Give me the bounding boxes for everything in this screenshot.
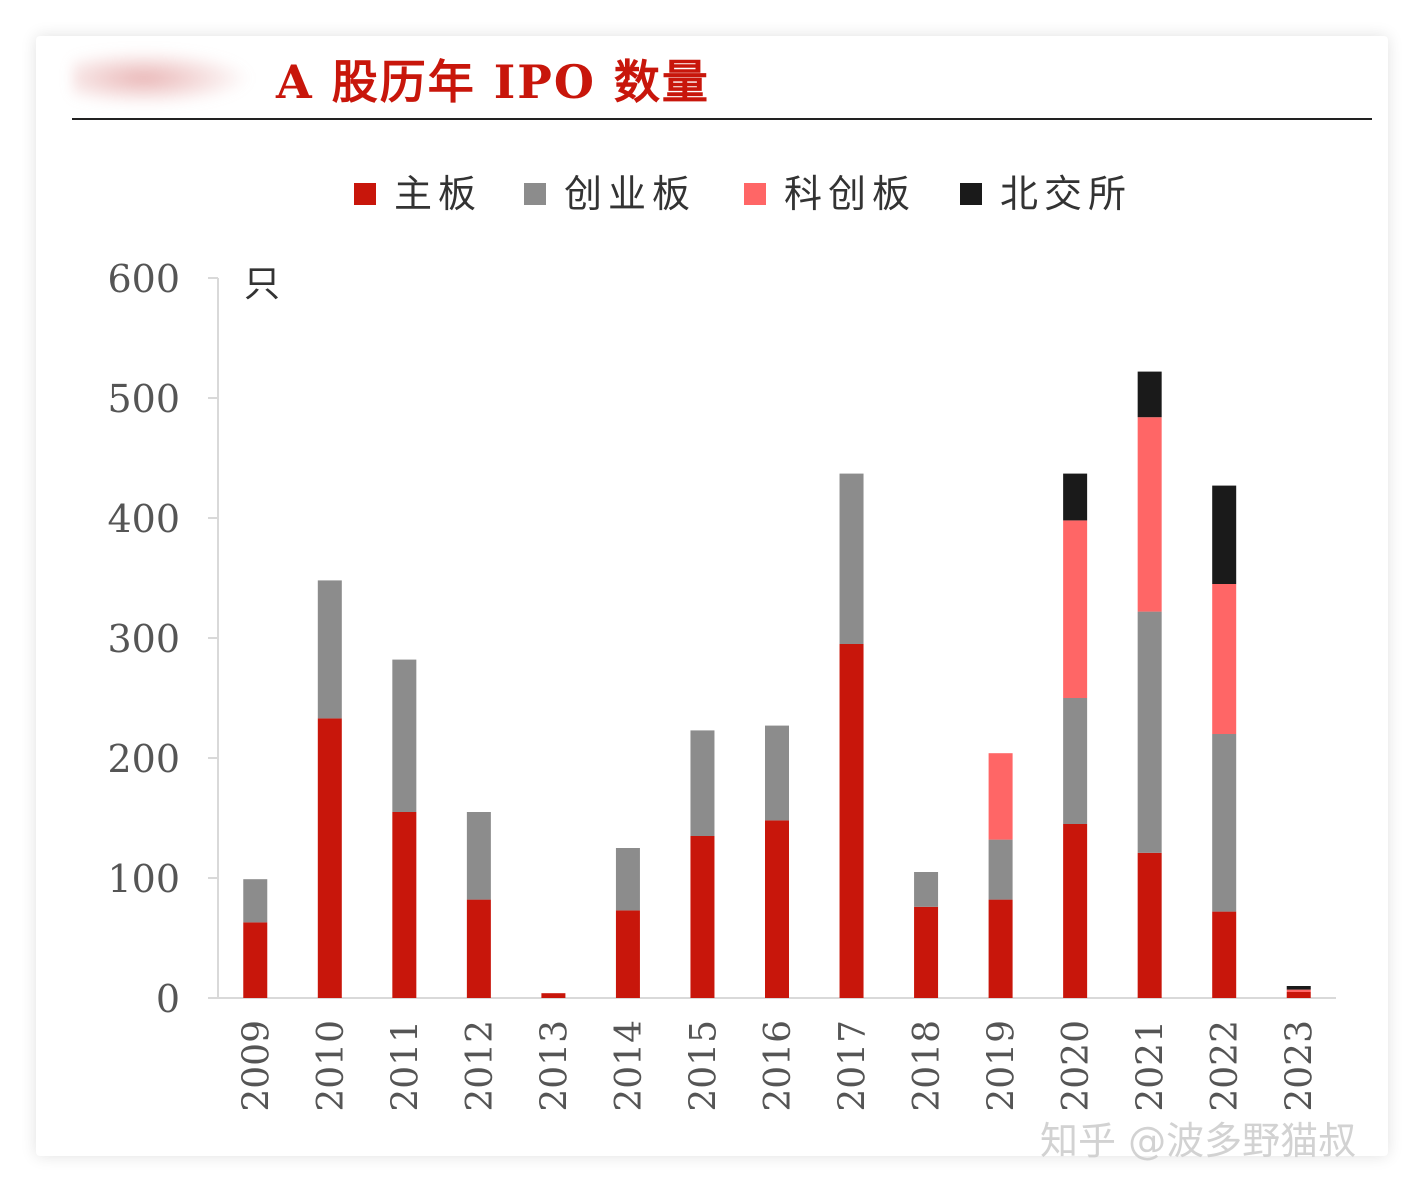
x-tick-label-2012: 2012 <box>460 1020 501 1112</box>
legend-label-0: 主板 <box>394 172 482 216</box>
bar-2015-series-1 <box>690 730 715 836</box>
bar-2011-series-0 <box>392 812 417 998</box>
bar-2022-series-2 <box>1212 584 1237 734</box>
watermark: 知乎 @波多野猫叔 <box>1040 1119 1357 1163</box>
legend: 主板 创业板 科创板 北交所 <box>354 172 1132 216</box>
legend-label-1: 创业板 <box>564 172 696 216</box>
bar-2019-series-1 <box>988 839 1013 900</box>
bar-2014-series-0 <box>615 910 640 998</box>
x-tick-label-2021: 2021 <box>1131 1020 1172 1112</box>
y-tick-label: 300 <box>107 617 180 661</box>
x-tick-label-2011: 2011 <box>385 1020 426 1112</box>
bar-2014-series-1 <box>615 848 640 911</box>
x-tick-label-2018: 2018 <box>907 1020 948 1112</box>
legend-swatch-2 <box>744 183 766 205</box>
bar-2010-series-1 <box>317 580 342 719</box>
bar-2023-series-0 <box>1286 992 1311 998</box>
bar-2020-series-1 <box>1063 698 1088 824</box>
bar-2018-series-0 <box>914 906 939 998</box>
legend-swatch-0 <box>354 183 376 205</box>
x-tick-label-2020: 2020 <box>1056 1020 1097 1112</box>
bar-2022-series-0 <box>1212 911 1237 998</box>
bar-2022-series-3 <box>1212 485 1237 584</box>
bar-2013-series-0 <box>541 993 566 998</box>
bar-2009-series-0 <box>243 922 268 998</box>
y-tick-label: 400 <box>107 497 180 541</box>
bar-2021-series-2 <box>1137 417 1162 612</box>
bar-2018-series-1 <box>914 872 939 907</box>
y-tick-label: 600 <box>107 257 180 301</box>
y-tick-label: 500 <box>107 377 180 421</box>
x-tick-label-2009: 2009 <box>236 1020 277 1112</box>
bar-2020-series-2 <box>1063 520 1088 698</box>
chart-title: A 股历年 IPO 数量 <box>276 55 710 109</box>
y-tick-label: 0 <box>156 977 180 1021</box>
bar-2020-series-3 <box>1063 473 1088 521</box>
bar-2021-series-3 <box>1137 371 1162 418</box>
x-tick-label-2017: 2017 <box>833 1020 874 1112</box>
x-tick-label-2014: 2014 <box>609 1020 650 1112</box>
bar-2023-series-3 <box>1286 986 1311 990</box>
bar-2017-series-1 <box>839 473 864 644</box>
x-tick-label-2013: 2013 <box>534 1020 575 1112</box>
legend-swatch-1 <box>524 183 546 205</box>
bar-2012-series-1 <box>466 812 491 900</box>
bar-2011-series-1 <box>392 659 417 812</box>
blurred-logo <box>72 50 252 106</box>
x-tick-label-2023: 2023 <box>1280 1020 1321 1112</box>
bar-2015-series-0 <box>690 836 715 998</box>
title-rule <box>72 118 1372 120</box>
x-tick-label-2010: 2010 <box>311 1020 352 1112</box>
bar-2023-series-2 <box>1286 989 1311 992</box>
bar-2019-series-2 <box>988 753 1013 840</box>
y-unit-label: 只 <box>244 264 280 305</box>
y-tick-label: 100 <box>107 857 180 901</box>
bar-2016-series-0 <box>765 820 789 998</box>
bar-2020-series-0 <box>1063 824 1088 998</box>
x-tick-label-2022: 2022 <box>1205 1020 1246 1112</box>
bar-2016-series-1 <box>765 725 789 821</box>
x-tick-label-2019: 2019 <box>982 1020 1023 1112</box>
legend-label-2: 科创板 <box>784 172 916 216</box>
bar-2017-series-0 <box>839 644 864 998</box>
bar-2012-series-0 <box>466 899 491 998</box>
bar-2019-series-0 <box>988 899 1013 998</box>
x-tick-label-2016: 2016 <box>758 1020 799 1112</box>
bar-2022-series-1 <box>1212 734 1237 912</box>
bar-2021-series-0 <box>1137 852 1162 998</box>
legend-label-3: 北交所 <box>1000 172 1132 216</box>
bars: 2009 2010 2011 2012 2013 2014 2015 2016 2017 2018… <box>236 371 1321 1112</box>
bar-2010-series-0 <box>317 718 342 998</box>
x-tick-label-2015: 2015 <box>683 1020 724 1112</box>
bar-2021-series-1 <box>1137 611 1162 853</box>
y-tick-label: 200 <box>107 737 180 781</box>
bar-2009-series-1 <box>243 879 268 923</box>
legend-swatch-3 <box>960 183 982 205</box>
